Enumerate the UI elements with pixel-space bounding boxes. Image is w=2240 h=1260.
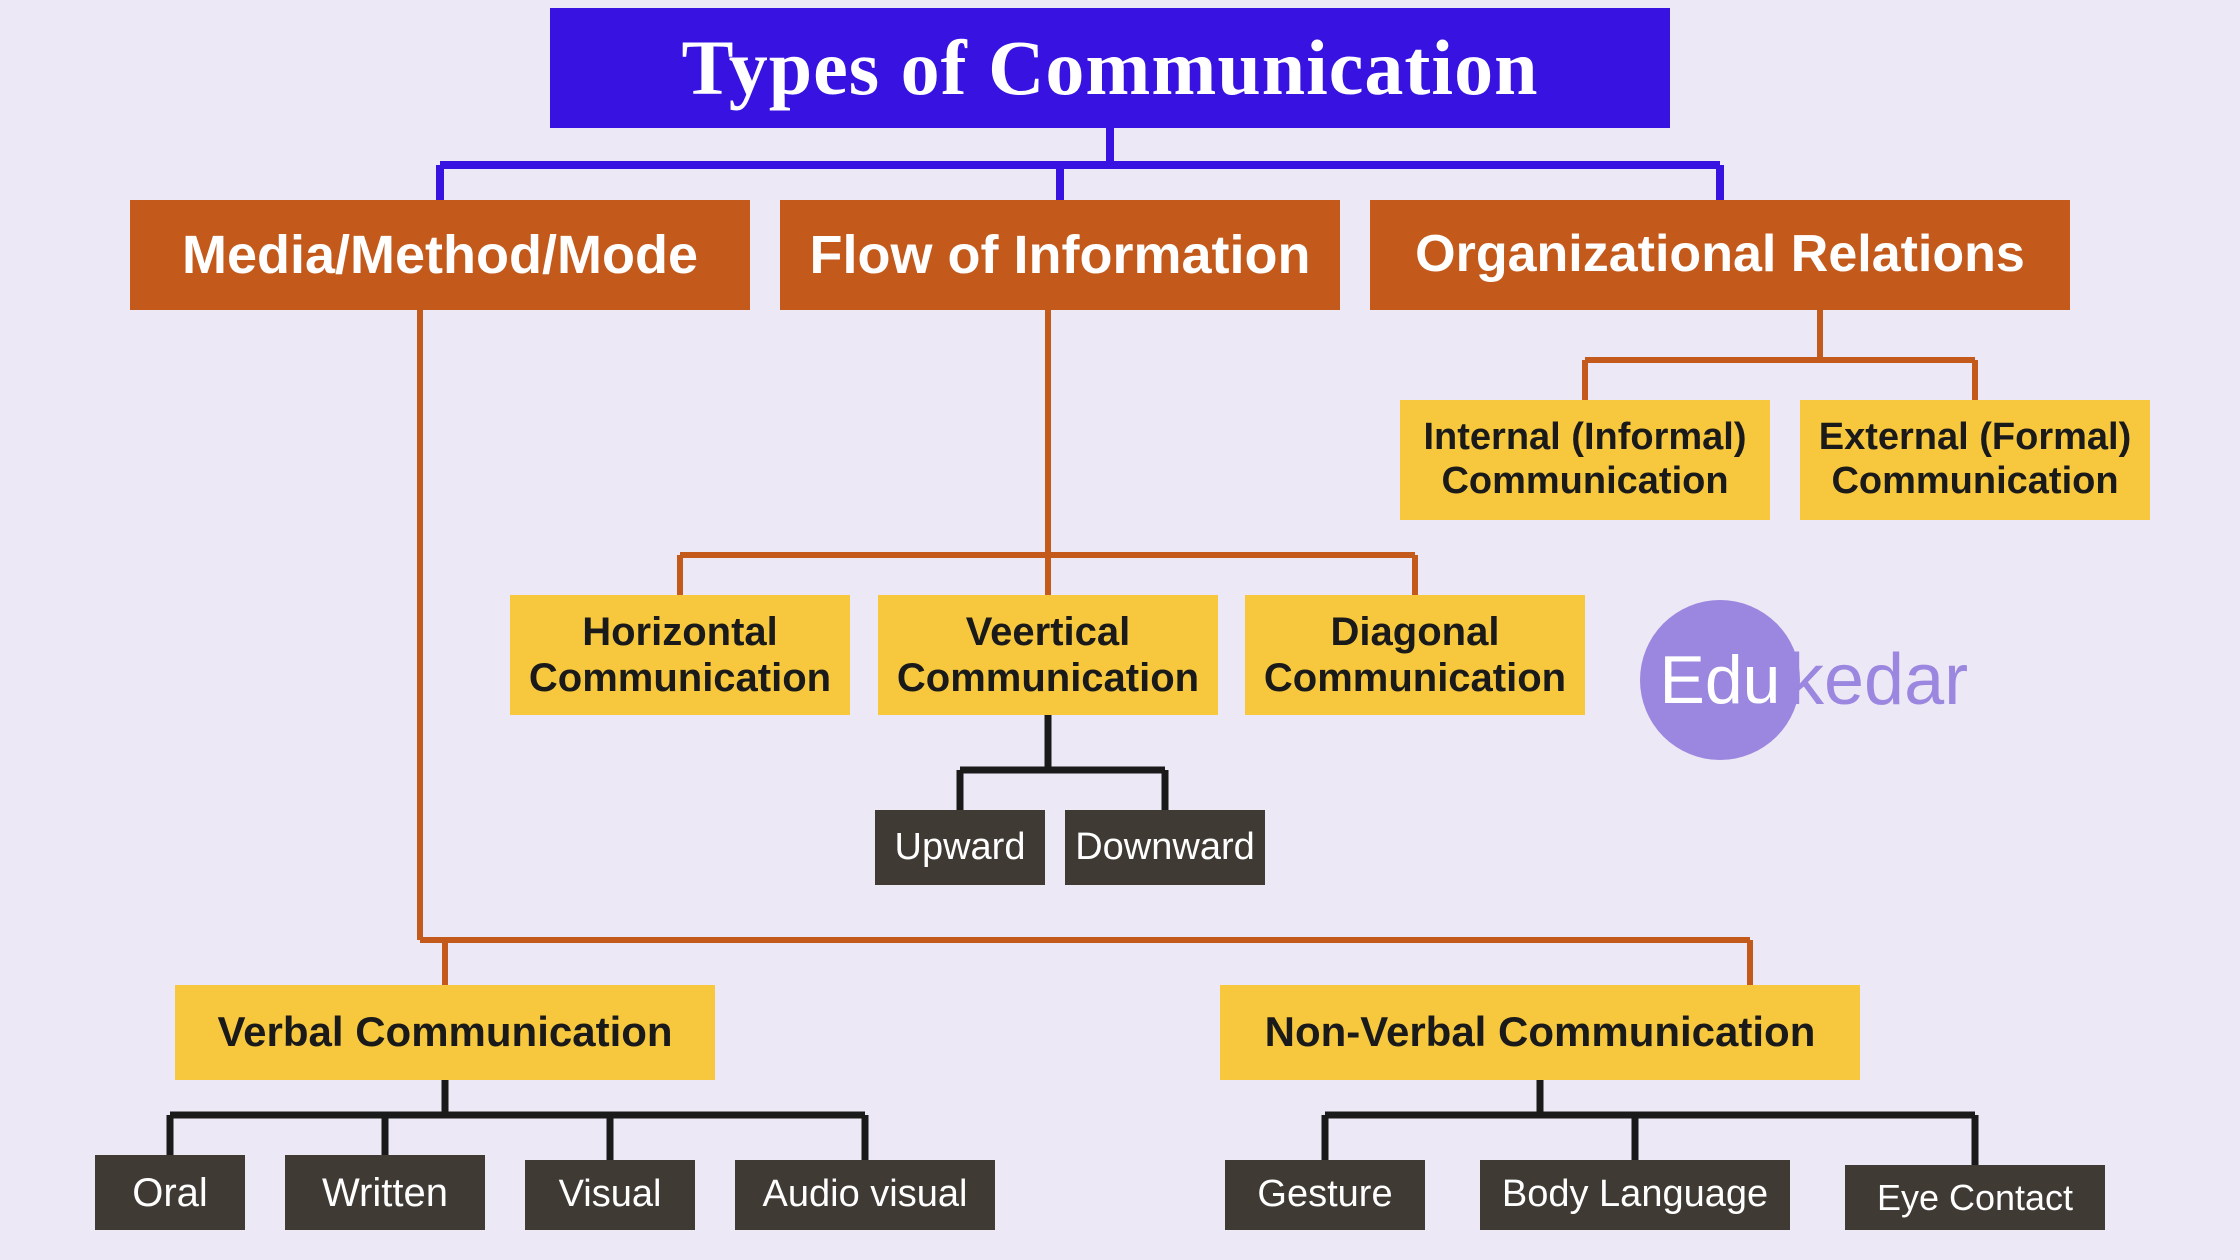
flow-horizontal: Horizontal Communication bbox=[510, 595, 850, 715]
category-org: Organizational Relations bbox=[1370, 200, 2070, 310]
category-flow: Flow of Information bbox=[780, 200, 1340, 310]
media-nonverbal: Non-Verbal Communication bbox=[1220, 985, 1860, 1080]
org-internal: Internal (Informal) Communication bbox=[1400, 400, 1770, 520]
node-label: Gesture bbox=[1257, 1173, 1392, 1217]
node-label: Eye Contact bbox=[1877, 1177, 2073, 1218]
logo-text-left: Edu bbox=[1660, 641, 1781, 719]
node-label: Non-Verbal Communication bbox=[1265, 1008, 1816, 1056]
node-label: Visual bbox=[559, 1173, 662, 1217]
node-label: Veertical Communication bbox=[896, 609, 1200, 701]
logo-text-right: kedar bbox=[1788, 639, 1968, 721]
verbal-audio: Audio visual bbox=[735, 1160, 995, 1230]
edukedar-logo: Edu kedar bbox=[1640, 600, 1968, 760]
vertical-upward: Upward bbox=[875, 810, 1045, 885]
vertical-downward: Downward bbox=[1065, 810, 1265, 885]
node-label: External (Formal) Communication bbox=[1818, 416, 2132, 503]
category-label: Flow of Information bbox=[810, 224, 1311, 286]
verbal-visual: Visual bbox=[525, 1160, 695, 1230]
flow-vertical: Veertical Communication bbox=[878, 595, 1218, 715]
node-label: Verbal Communication bbox=[217, 1008, 672, 1056]
category-label: Organizational Relations bbox=[1415, 225, 2025, 285]
title-text: Types of Communication bbox=[682, 23, 1539, 113]
verbal-oral: Oral bbox=[95, 1155, 245, 1230]
flow-diagonal: Diagonal Communication bbox=[1245, 595, 1585, 715]
verbal-written: Written bbox=[285, 1155, 485, 1230]
category-media: Media/Method/Mode bbox=[130, 200, 750, 310]
node-label: Diagonal Communication bbox=[1263, 609, 1567, 701]
category-label: Media/Method/Mode bbox=[182, 224, 698, 286]
node-label: Audio visual bbox=[763, 1173, 968, 1217]
node-label: Written bbox=[322, 1170, 448, 1216]
title-box: Types of Communication bbox=[550, 8, 1670, 128]
logo-circle: Edu bbox=[1640, 600, 1800, 760]
node-label: Horizontal Communication bbox=[528, 609, 832, 701]
nonverbal-eye: Eye Contact bbox=[1845, 1165, 2105, 1230]
nonverbal-body: Body Language bbox=[1480, 1160, 1790, 1230]
node-label: Internal (Informal) Communication bbox=[1418, 416, 1752, 503]
media-verbal: Verbal Communication bbox=[175, 985, 715, 1080]
node-label: Oral bbox=[132, 1170, 208, 1216]
node-label: Upward bbox=[895, 826, 1026, 870]
nonverbal-gesture: Gesture bbox=[1225, 1160, 1425, 1230]
org-external: External (Formal) Communication bbox=[1800, 400, 2150, 520]
node-label: Downward bbox=[1075, 826, 1255, 870]
node-label: Body Language bbox=[1502, 1173, 1768, 1217]
